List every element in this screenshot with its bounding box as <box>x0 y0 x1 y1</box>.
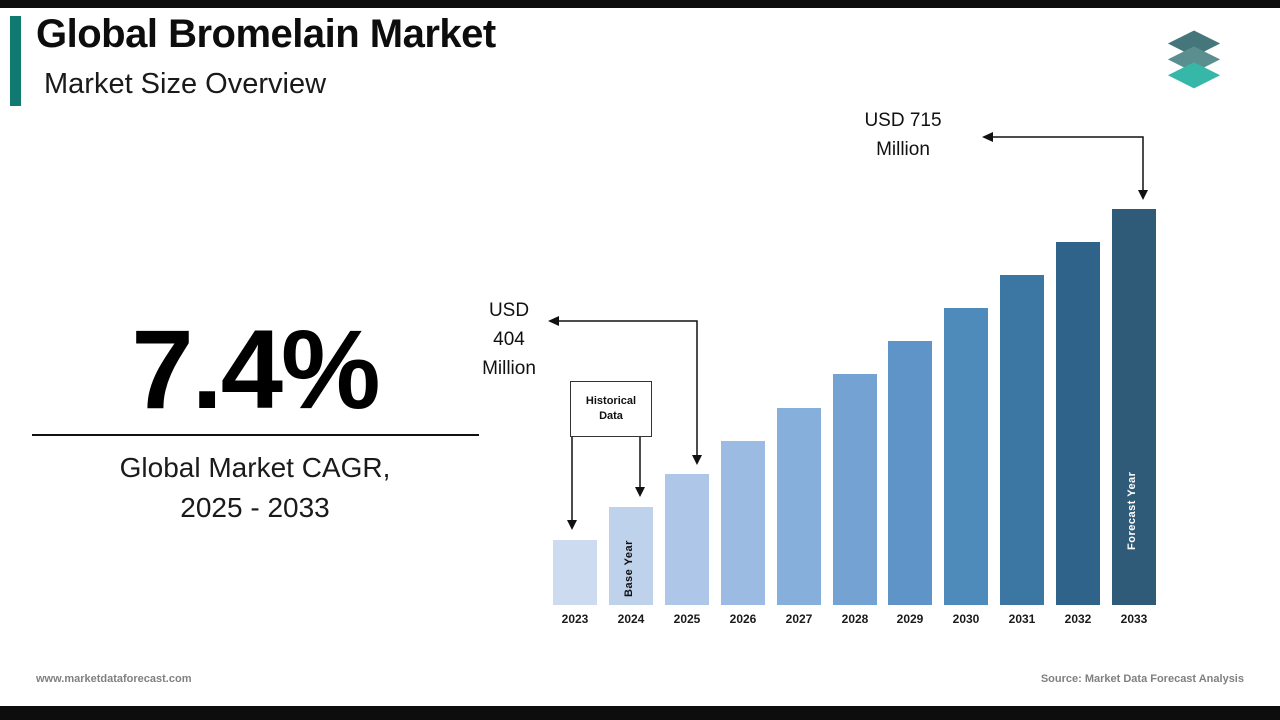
annotation-usd-715-million: USD 715 Million <box>864 110 942 160</box>
bar-2029 <box>888 341 932 605</box>
bar-2030 <box>944 308 988 605</box>
x-tick-2032: 2032 <box>1064 612 1092 626</box>
x-tick-2023: 2023 <box>561 612 589 626</box>
title-accent-bar <box>10 16 21 106</box>
historical-data-callout: Historical Data <box>570 381 652 437</box>
x-tick-2033: 2033 <box>1120 612 1148 626</box>
x-tick-2029: 2029 <box>896 612 924 626</box>
stat-divider-line <box>32 434 479 436</box>
x-tick-2027: 2027 <box>785 612 813 626</box>
bar-2033 <box>1112 209 1156 605</box>
base-year-label: Base Year <box>623 540 635 597</box>
annotation-usd-404-million: USD 404 Million <box>482 300 536 379</box>
source-credit: Source: Market Data Forecast Analysis <box>1040 673 1244 685</box>
forecast-year-label: Forecast Year <box>1126 471 1138 550</box>
layers-logo-icon <box>1167 30 1221 89</box>
website-url: www.marketdataforecast.com <box>36 673 192 685</box>
bar-2025 <box>665 474 709 605</box>
x-tick-2026: 2026 <box>729 612 757 626</box>
bar-2032 <box>1056 242 1100 605</box>
cagr-label: Global Market CAGR, 2025 - 2033 <box>119 452 391 523</box>
page-subtitle: Market Size Overview <box>44 68 327 100</box>
bar-2031 <box>1000 275 1044 605</box>
x-tick-2025: 2025 <box>673 612 701 626</box>
bottom-border-strip <box>0 706 1280 720</box>
bar-2023 <box>553 540 597 605</box>
top-border-strip <box>0 0 1280 8</box>
bar-2028 <box>833 374 877 605</box>
bar-2024 <box>609 507 653 605</box>
bar-2026 <box>721 441 765 605</box>
x-tick-2028: 2028 <box>841 612 869 626</box>
bar-2027 <box>777 408 821 605</box>
cagr-value: 7.4% <box>131 307 380 432</box>
x-tick-2031: 2031 <box>1008 612 1036 626</box>
page-title: Global Bromelain Market <box>36 12 496 56</box>
x-tick-2030: 2030 <box>952 612 980 626</box>
x-tick-2024: 2024 <box>617 612 645 626</box>
